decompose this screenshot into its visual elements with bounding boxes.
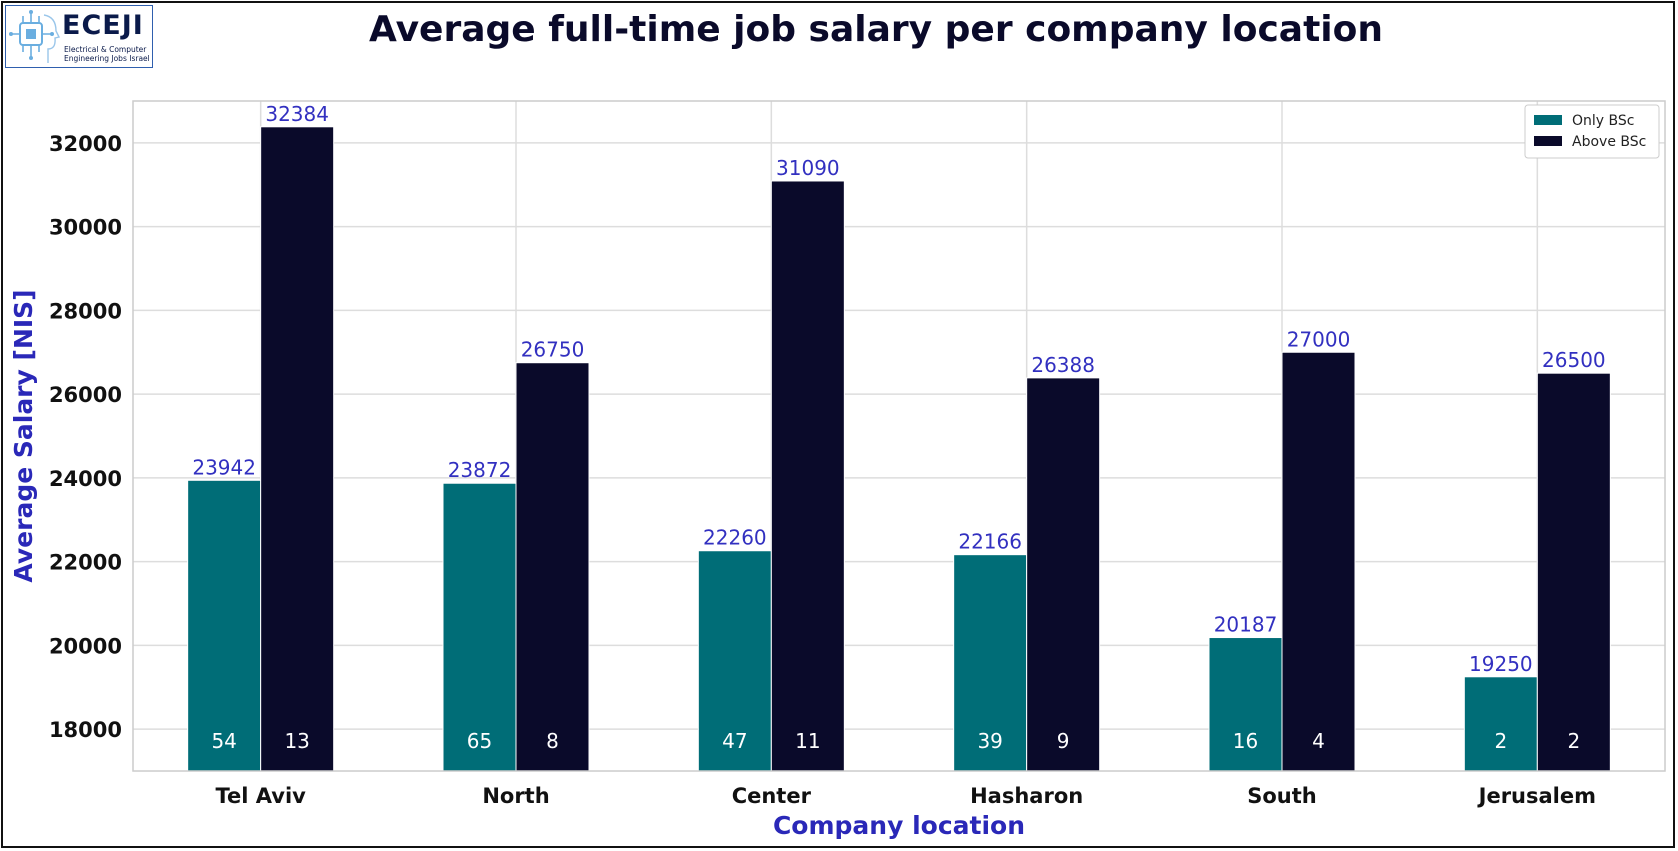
count-label-north-only-bsc: 65	[467, 729, 492, 753]
value-label-jerusalem-only-bsc: 19250	[1469, 652, 1533, 676]
value-label-center-above-bsc: 31090	[776, 156, 840, 180]
bar-south-only-bsc	[1208, 637, 1283, 772]
count-label-north-above-bsc: 8	[546, 729, 559, 753]
bar-tel-aviv-above-bsc	[260, 126, 335, 772]
grid-lines	[133, 101, 1665, 771]
count-label-south-only-bsc: 16	[1233, 729, 1258, 753]
count-label-center-above-bsc: 11	[795, 729, 820, 753]
y-tick-label-20000: 20000	[49, 634, 122, 658]
x-tick-label-center: Center	[732, 784, 812, 808]
bar-jerusalem-above-bsc	[1536, 372, 1611, 772]
x-tick-label-tel-aviv: Tel Aviv	[215, 784, 306, 808]
x-tick-label-south: South	[1247, 784, 1317, 808]
logo-name: ECEJI	[62, 10, 144, 41]
count-label-hasharon-only-bsc: 39	[977, 729, 1002, 753]
bar-hasharon-only-bsc	[953, 554, 1028, 772]
bar-center-only-bsc	[697, 550, 772, 772]
value-label-hasharon-above-bsc: 26388	[1031, 353, 1095, 377]
y-tick-label-24000: 24000	[49, 467, 122, 491]
brain-chip-icon	[9, 10, 60, 63]
bar-north-above-bsc	[515, 362, 590, 772]
y-axis-ticks: 18000 20000 22000 24000 26000 28000 30000 32000	[49, 132, 122, 742]
count-label-hasharon-above-bsc: 9	[1057, 729, 1070, 753]
value-label-north-only-bsc: 23872	[448, 458, 512, 482]
logo-subtitle-line2: Engineering Jobs Israel	[64, 54, 150, 63]
count-label-tel-aviv-only-bsc: 54	[211, 729, 236, 753]
y-tick-label-18000: 18000	[49, 718, 122, 742]
bars: 2394254323841323872652675082226047310901…	[187, 102, 1611, 772]
bar-south-above-bsc	[1281, 351, 1356, 772]
count-label-tel-aviv-above-bsc: 13	[284, 729, 309, 753]
value-label-tel-aviv-above-bsc: 32384	[265, 102, 329, 126]
value-label-south-only-bsc: 20187	[1214, 613, 1278, 637]
eceji-logo: ECEJI Electrical & Computer Engineering J…	[5, 5, 153, 68]
bar-center-above-bsc	[770, 180, 845, 772]
legend-swatch-only-bsc	[1534, 115, 1562, 125]
x-tick-label-jerusalem: Jerusalem	[1477, 784, 1596, 808]
bar-jerusalem-only-bsc	[1463, 676, 1538, 772]
bar-hasharon-above-bsc	[1026, 377, 1101, 772]
count-label-jerusalem-above-bsc: 2	[1567, 729, 1580, 753]
chart-title: Average full-time job salary per company…	[369, 9, 1383, 50]
count-label-center-only-bsc: 47	[722, 729, 747, 753]
y-axis-label: Average Salary [NIS]	[9, 289, 38, 582]
y-tick-label-30000: 30000	[49, 216, 122, 240]
legend-label-above-bsc: Above BSc	[1572, 134, 1646, 150]
value-label-hasharon-only-bsc: 22166	[958, 530, 1022, 554]
x-axis-ticks: Tel Aviv North Center Hasharon South Jerusale…	[215, 784, 1596, 808]
value-label-jerusalem-above-bsc: 26500	[1542, 348, 1606, 372]
x-tick-label-north: North	[482, 784, 549, 808]
bar-north-only-bsc	[442, 482, 517, 772]
value-label-south-above-bsc: 27000	[1287, 327, 1351, 351]
y-tick-label-22000: 22000	[49, 551, 122, 575]
count-label-jerusalem-only-bsc: 2	[1494, 729, 1507, 753]
legend-swatch-above-bsc	[1534, 136, 1562, 146]
legend: Only BSc Above BSc	[1524, 104, 1660, 159]
value-label-center-only-bsc: 22260	[703, 526, 767, 550]
legend-label-only-bsc: Only BSc	[1572, 113, 1634, 129]
x-axis-label: Company location	[773, 811, 1025, 840]
value-label-tel-aviv-only-bsc: 23942	[192, 455, 256, 479]
logo-subtitle-line1: Electrical & Computer	[64, 45, 147, 54]
x-tick-label-hasharon: Hasharon	[970, 784, 1083, 808]
logo-subtitle: Electrical & Computer Engineering Jobs Is…	[64, 45, 150, 63]
y-tick-label-26000: 26000	[49, 383, 122, 407]
bar-tel-aviv-only-bsc	[187, 479, 262, 772]
y-tick-label-28000: 28000	[49, 299, 122, 323]
value-label-north-above-bsc: 26750	[521, 338, 585, 362]
y-tick-label-32000: 32000	[49, 132, 122, 156]
plot-border	[132, 100, 1666, 772]
count-label-south-above-bsc: 4	[1312, 729, 1325, 753]
